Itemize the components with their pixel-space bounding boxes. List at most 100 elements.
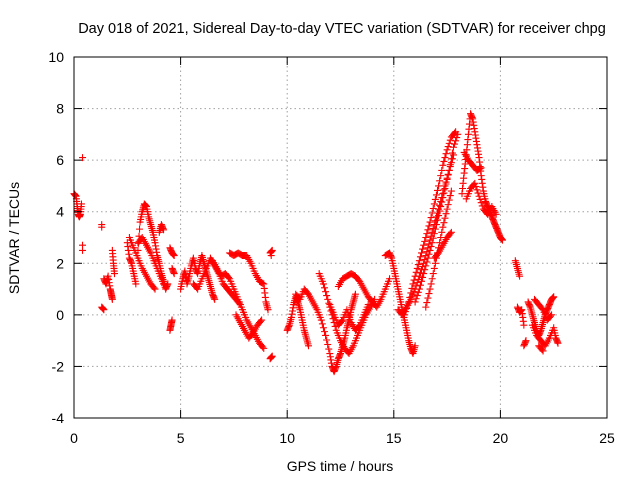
chart-title: Day 018 of 2021, Sidereal Day-to-day VTE… — [78, 21, 606, 37]
data-point — [446, 136, 454, 144]
data-point — [324, 341, 332, 349]
data-point — [414, 261, 422, 269]
data-point — [441, 154, 449, 162]
data-point — [452, 137, 460, 145]
data-point — [440, 157, 448, 165]
data-point — [438, 198, 446, 206]
data-point — [437, 234, 445, 241]
data-point — [447, 155, 455, 163]
data-point — [437, 203, 445, 211]
y-tick-label: 6 — [56, 152, 64, 168]
data-point — [170, 252, 178, 260]
data-point — [476, 195, 484, 203]
data-point — [403, 304, 411, 312]
data-point — [413, 264, 421, 272]
data-point — [432, 191, 440, 199]
y-tick-label: 0 — [56, 307, 64, 323]
data-point — [424, 254, 432, 262]
data-point — [411, 342, 419, 350]
data-point — [364, 301, 372, 309]
data-point — [346, 315, 354, 323]
x-tick-label: 10 — [279, 430, 295, 446]
data-point — [451, 140, 459, 148]
data-point — [418, 277, 426, 285]
data-point — [428, 239, 436, 247]
data-point — [321, 328, 329, 336]
data-point — [400, 311, 408, 319]
y-tick-label: -4 — [52, 410, 65, 426]
data-point — [422, 262, 430, 270]
data-point — [429, 270, 437, 278]
data-point — [447, 228, 455, 236]
data-point — [422, 303, 430, 311]
data-point — [499, 236, 507, 244]
data-point — [344, 309, 352, 317]
data-point — [423, 299, 431, 307]
data-point — [132, 280, 140, 288]
data-point — [446, 161, 454, 169]
data-point — [402, 308, 410, 316]
data-point — [150, 284, 158, 292]
data-point — [355, 322, 363, 330]
data-point — [345, 312, 353, 320]
data-point — [419, 245, 427, 253]
data-point — [444, 201, 452, 209]
data-point — [449, 143, 457, 151]
data-point — [324, 295, 332, 303]
data-point — [257, 317, 265, 325]
x-axis-label: GPS time / hours — [287, 458, 394, 474]
data-point — [170, 270, 178, 278]
data-point — [454, 130, 462, 138]
data-point — [441, 185, 449, 193]
data-point — [108, 295, 116, 303]
data-point — [547, 312, 555, 320]
data-point — [408, 284, 416, 292]
data-point — [446, 192, 454, 200]
x-tick-label: 20 — [493, 430, 509, 446]
data-point — [267, 252, 275, 260]
data-point — [416, 253, 424, 261]
data-point — [423, 258, 431, 266]
data-point — [516, 272, 524, 280]
data-point — [268, 246, 276, 254]
data-point — [434, 216, 442, 224]
data-point — [420, 270, 428, 278]
data-point — [323, 336, 331, 344]
data-point — [410, 276, 418, 284]
data-point — [264, 306, 272, 314]
data-point — [331, 322, 339, 330]
data-point — [225, 273, 233, 281]
x-tick-label: 15 — [386, 430, 402, 446]
data-point — [442, 150, 450, 158]
data-point — [424, 294, 432, 302]
data-point — [425, 250, 433, 258]
data-point — [415, 285, 423, 293]
data-point — [422, 234, 430, 241]
data-point — [443, 205, 451, 213]
data-point — [323, 292, 331, 300]
data-point — [440, 219, 448, 227]
data-point — [427, 214, 435, 222]
data-point — [554, 339, 562, 347]
data-point — [473, 186, 481, 194]
data-point — [424, 226, 432, 234]
data-point — [79, 154, 87, 162]
data-point — [426, 218, 434, 226]
y-tick-label: 10 — [48, 49, 64, 65]
data-point — [442, 210, 450, 218]
data-point — [211, 295, 219, 303]
data-point — [77, 200, 85, 208]
data-point — [439, 161, 447, 169]
data-point — [471, 179, 479, 187]
data-point — [421, 237, 429, 245]
data-point — [406, 293, 414, 301]
data-point — [420, 241, 428, 249]
data-point — [404, 301, 412, 309]
data-point — [427, 280, 435, 288]
data-point — [259, 343, 267, 351]
data-point — [437, 172, 445, 180]
data-point — [317, 316, 325, 324]
data-point — [423, 230, 431, 238]
